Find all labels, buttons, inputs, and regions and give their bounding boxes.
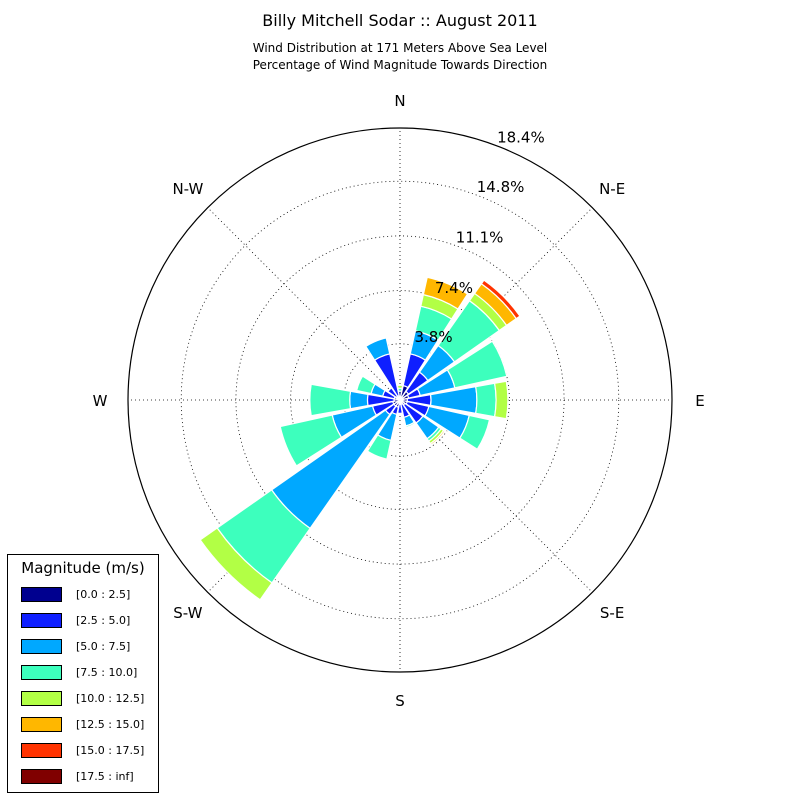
- direction-label: E: [695, 392, 704, 410]
- legend-swatch: [21, 691, 62, 706]
- radial-grid-circle: [290, 290, 510, 510]
- wind-rose-sectors: [199, 276, 521, 601]
- wind-sector-bar: [475, 382, 497, 418]
- legend-swatch: [21, 639, 62, 654]
- direction-label: N-W: [172, 180, 203, 198]
- wind-sector-bar: [355, 375, 376, 395]
- legend-swatch: [21, 587, 62, 602]
- wind-sector-bar: [480, 279, 521, 320]
- wind-sector-bar: [199, 527, 273, 601]
- wind-sector-bar: [446, 340, 508, 389]
- direction-label: N: [394, 92, 405, 110]
- legend-label: [17.5 : inf]: [76, 770, 134, 783]
- radial-tick-label: 7.4%: [435, 279, 473, 297]
- legend-label: [2.5 : 5.0]: [76, 614, 131, 627]
- legend-swatch: [21, 613, 62, 628]
- radial-tick-label: 3.8%: [414, 328, 452, 346]
- radial-tick-label: 11.1%: [456, 228, 504, 246]
- wind-sector-bar: [493, 380, 509, 420]
- chart-subtitle-line2: Percentage of Wind Magnitude Towards Dir…: [252, 58, 548, 72]
- legend-label: [12.5 : 15.0]: [76, 718, 145, 731]
- legend-label: [5.0 : 7.5]: [76, 640, 131, 653]
- wind-sector-bar: [387, 387, 399, 399]
- wind-sector-bar: [309, 383, 352, 417]
- radial-gridline: [399, 399, 593, 593]
- wind-sector-bar: [396, 384, 404, 390]
- legend-label: [7.5 : 10.0]: [76, 666, 138, 679]
- legend-label: [15.0 : 17.5]: [76, 744, 145, 757]
- direction-label: S: [395, 692, 405, 710]
- wind-sector-bar: [405, 421, 416, 429]
- wind-sector-bar: [459, 414, 491, 451]
- direction-label: S-W: [173, 604, 202, 622]
- direction-label: W: [93, 392, 108, 410]
- legend: Magnitude (m/s) [0.0 : 2.5] [2.5 : 5.0] [5…: [7, 554, 159, 793]
- radial-grid-circle: [235, 235, 565, 565]
- wind-sector-bar: [366, 434, 392, 460]
- legend-title: Magnitude (m/s): [21, 559, 145, 577]
- direction-label: N-E: [599, 180, 625, 198]
- legend-swatch: [21, 769, 62, 784]
- radial-gridline: [207, 207, 401, 401]
- direction-label: S-E: [600, 604, 624, 622]
- wind-sector-bar: [429, 429, 446, 446]
- chart-subtitle-line1: Wind Distribution at 171 Meters Above Se…: [252, 41, 548, 55]
- chart-title: Billy Mitchell Sodar :: August 2011: [262, 11, 538, 30]
- legend-swatch: [21, 665, 62, 680]
- legend-label: [10.0 : 12.5]: [76, 692, 145, 705]
- legend-swatch: [21, 743, 62, 758]
- radial-tick-label: 14.8%: [477, 178, 525, 196]
- radial-grid-circle: [180, 180, 620, 620]
- legend-swatch: [21, 717, 62, 732]
- legend-label: [0.0 : 2.5]: [76, 588, 131, 601]
- wind-sector-bar: [365, 337, 391, 361]
- wind-sector-bar: [422, 276, 469, 310]
- wind-sector-bar: [279, 414, 343, 467]
- wind-sector-bar: [349, 390, 369, 410]
- axis-labels: 3.8% 7.4% 11.1% 14.8% 18.4% N N-E E S-E S S-W W N-W: [93, 92, 705, 710]
- radial-tick-label: 18.4%: [497, 129, 545, 147]
- polar-frame: [127, 127, 673, 673]
